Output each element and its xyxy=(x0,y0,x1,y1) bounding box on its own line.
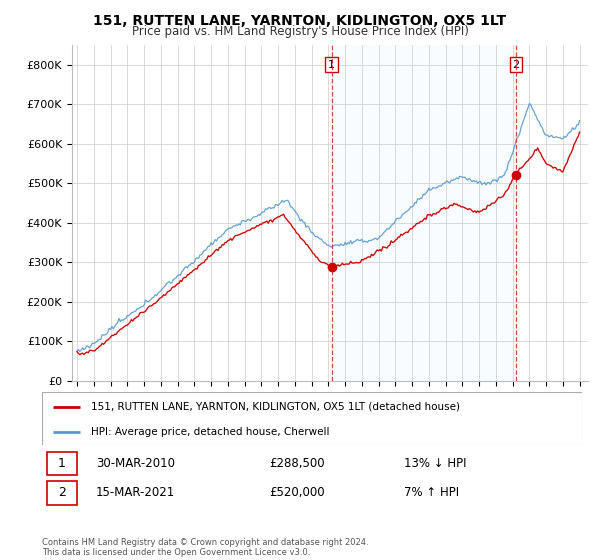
Text: 30-MAR-2010: 30-MAR-2010 xyxy=(96,457,175,470)
FancyBboxPatch shape xyxy=(42,392,582,445)
Text: 13% ↓ HPI: 13% ↓ HPI xyxy=(404,457,466,470)
Text: 1: 1 xyxy=(58,457,66,470)
Text: 7% ↑ HPI: 7% ↑ HPI xyxy=(404,487,459,500)
FancyBboxPatch shape xyxy=(47,481,77,505)
Text: 15-MAR-2021: 15-MAR-2021 xyxy=(96,487,175,500)
Text: 1: 1 xyxy=(328,59,335,69)
Text: 2: 2 xyxy=(512,59,520,69)
FancyBboxPatch shape xyxy=(47,452,77,475)
Text: £288,500: £288,500 xyxy=(269,457,325,470)
Bar xyxy=(332,45,516,381)
Text: 2: 2 xyxy=(58,487,66,500)
Text: 151, RUTTEN LANE, YARNTON, KIDLINGTON, OX5 1LT: 151, RUTTEN LANE, YARNTON, KIDLINGTON, O… xyxy=(94,14,506,28)
Text: Price paid vs. HM Land Registry's House Price Index (HPI): Price paid vs. HM Land Registry's House … xyxy=(131,25,469,38)
Text: 151, RUTTEN LANE, YARNTON, KIDLINGTON, OX5 1LT (detached house): 151, RUTTEN LANE, YARNTON, KIDLINGTON, O… xyxy=(91,402,460,412)
Text: £520,000: £520,000 xyxy=(269,487,325,500)
Text: Contains HM Land Registry data © Crown copyright and database right 2024.
This d: Contains HM Land Registry data © Crown c… xyxy=(42,538,368,557)
Text: HPI: Average price, detached house, Cherwell: HPI: Average price, detached house, Cher… xyxy=(91,427,329,437)
